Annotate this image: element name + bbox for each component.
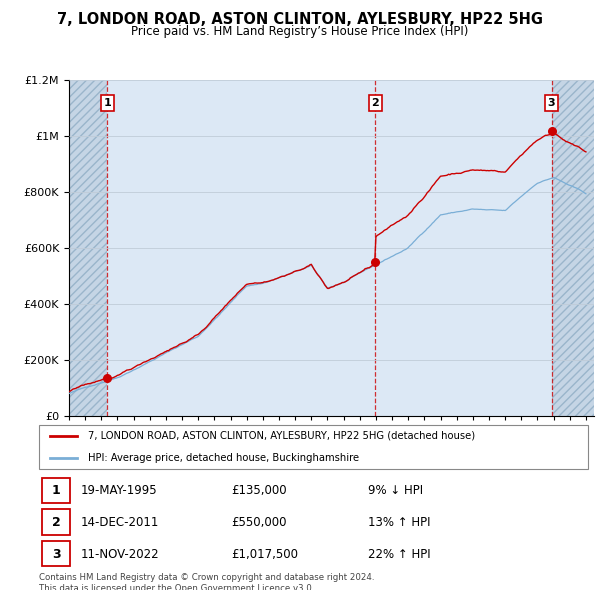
Text: 3: 3 (52, 548, 61, 560)
Bar (107, 80, 375, 416)
Text: 7, LONDON ROAD, ASTON CLINTON, AYLESBURY, HP22 5HG (detached house): 7, LONDON ROAD, ASTON CLINTON, AYLESBURY… (88, 431, 476, 441)
Bar (375, 80, 551, 416)
Text: 2: 2 (371, 98, 379, 108)
Text: 1: 1 (52, 484, 61, 497)
Text: 2: 2 (52, 516, 61, 529)
Text: Contains HM Land Registry data © Crown copyright and database right 2024.
This d: Contains HM Land Registry data © Crown c… (39, 573, 374, 590)
Text: 1: 1 (104, 98, 112, 108)
Text: £1,017,500: £1,017,500 (231, 548, 298, 560)
FancyBboxPatch shape (42, 477, 70, 503)
Text: Price paid vs. HM Land Registry’s House Price Index (HPI): Price paid vs. HM Land Registry’s House … (131, 25, 469, 38)
Text: 14-DEC-2011: 14-DEC-2011 (80, 516, 158, 529)
Text: 22% ↑ HPI: 22% ↑ HPI (368, 548, 431, 560)
Text: £550,000: £550,000 (231, 516, 287, 529)
Bar (69, 80, 107, 416)
Text: 9% ↓ HPI: 9% ↓ HPI (368, 484, 424, 497)
Text: 3: 3 (548, 98, 556, 108)
Bar (551, 80, 594, 416)
Text: 7, LONDON ROAD, ASTON CLINTON, AYLESBURY, HP22 5HG: 7, LONDON ROAD, ASTON CLINTON, AYLESBURY… (57, 12, 543, 27)
Text: HPI: Average price, detached house, Buckinghamshire: HPI: Average price, detached house, Buck… (88, 453, 359, 463)
Text: 11-NOV-2022: 11-NOV-2022 (80, 548, 159, 560)
FancyBboxPatch shape (42, 509, 70, 535)
FancyBboxPatch shape (42, 540, 70, 566)
Text: 19-MAY-1995: 19-MAY-1995 (80, 484, 157, 497)
Text: 13% ↑ HPI: 13% ↑ HPI (368, 516, 431, 529)
FancyBboxPatch shape (39, 425, 588, 469)
Text: £135,000: £135,000 (231, 484, 287, 497)
